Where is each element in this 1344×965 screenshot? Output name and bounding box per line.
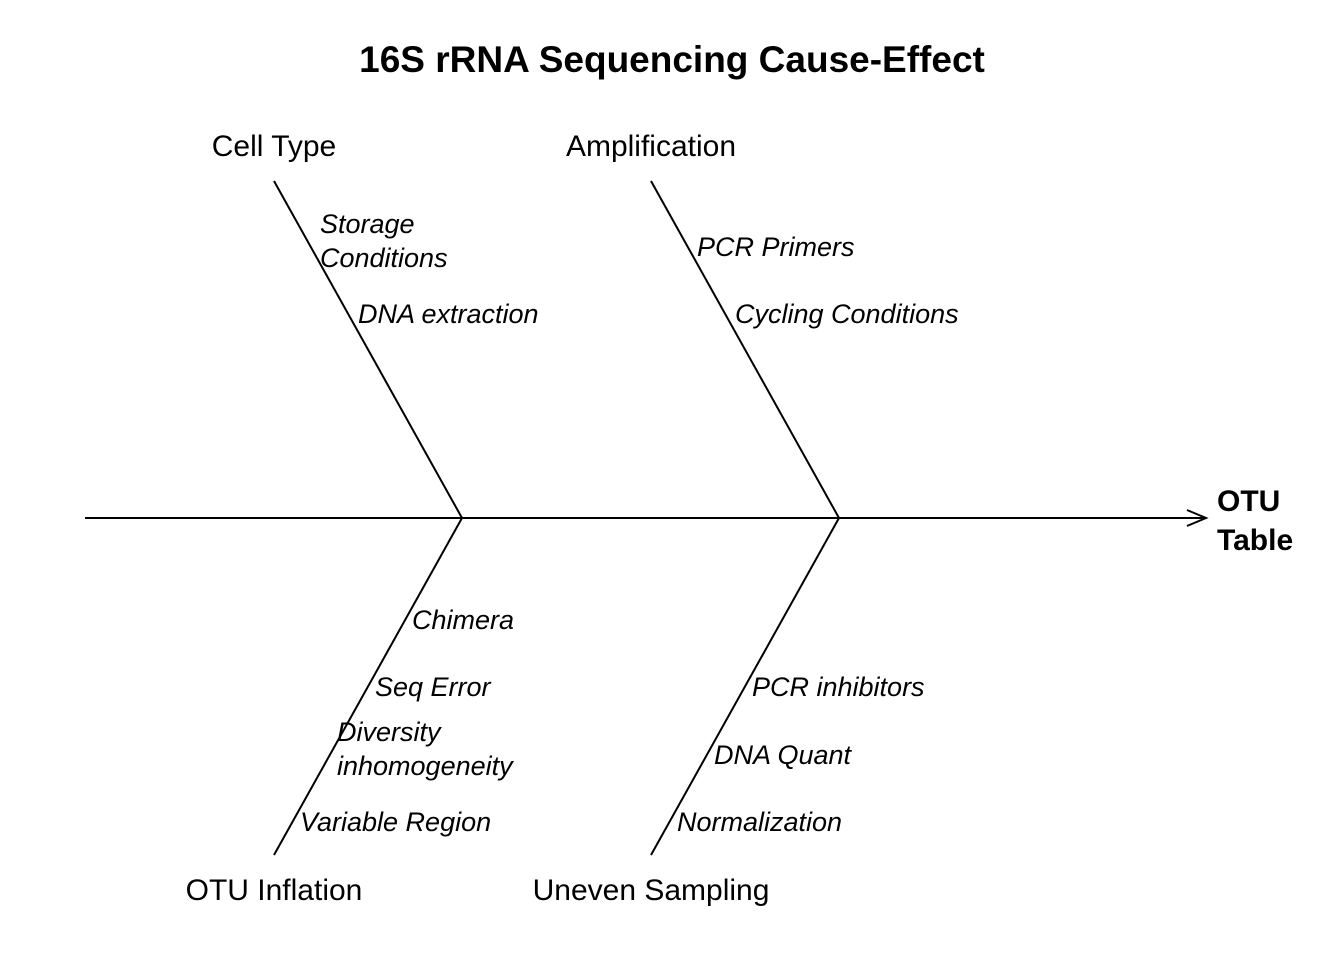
bone-otu-inflation [273, 517, 463, 856]
cause-label-dna-quant: DNA Quant [714, 740, 853, 770]
bone-cell-type [273, 180, 463, 519]
cause-label-diversity-inhomogeneity-line-1: Diversity [337, 717, 442, 747]
cause-label-storage-conditions-line-1: Storage [320, 209, 415, 239]
cause-label-chimera: Chimera [412, 605, 514, 635]
category-label-otu-inflation: OTU Inflation [186, 874, 363, 907]
category-label-amplification: Amplification [566, 130, 736, 163]
cause-label-normalization: Normalization [677, 807, 842, 837]
cause-label-pcr-inhibitors: PCR inhibitors [752, 672, 925, 702]
bone-amplification [650, 180, 840, 519]
cause-label-cycling-conditions: Cycling Conditions [735, 299, 959, 329]
cause-label-diversity-inhomogeneity-line-2: inhomogeneity [337, 751, 514, 781]
cause-label-pcr-primers: PCR Primers [697, 232, 855, 262]
cause-label-dna-extraction: DNA extraction [358, 299, 539, 329]
spine-arrowhead [1186, 509, 1209, 527]
effect-label-line-1: OTU [1217, 485, 1280, 518]
cause-label-storage-conditions-line-2: Conditions [320, 243, 448, 273]
bone-uneven-sampling [650, 517, 840, 856]
cause-label-variable-region: Variable Region [300, 807, 491, 837]
cause-label-seq-error: Seq Error [375, 672, 492, 702]
category-label-uneven-sampling: Uneven Sampling [533, 874, 770, 907]
effect-label-line-2: Table [1217, 524, 1293, 557]
diagram-title: 16S rRNA Sequencing Cause-Effect [359, 39, 985, 80]
category-label-cell-type: Cell Type [212, 130, 337, 163]
